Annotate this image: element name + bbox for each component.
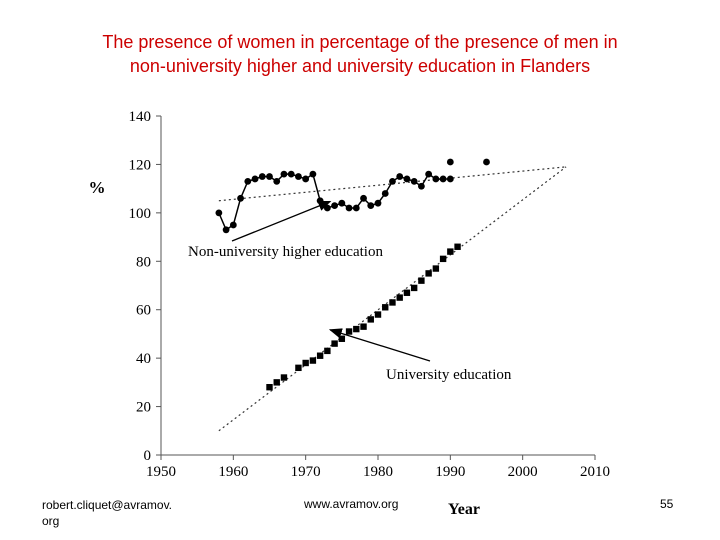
- slide-title-line-2: non-university higher and university edu…: [129, 56, 591, 76]
- trend-line: [218, 166, 567, 202]
- trend-lines: [218, 166, 567, 432]
- data-point: [367, 202, 375, 209]
- y-tick-label: 60: [136, 303, 151, 319]
- data-point: [338, 335, 346, 342]
- data-point: [382, 304, 389, 311]
- annotation-arrow: [231, 200, 332, 242]
- data-point: [403, 175, 411, 183]
- x-tick-label: 2010: [580, 464, 610, 480]
- data-point: [432, 175, 440, 183]
- slide-title: The presence of women in percentage of t…: [20, 30, 700, 78]
- data-point: [295, 173, 302, 180]
- footer-email-line-1: robert.cliquet@avramov.: [42, 498, 173, 512]
- data-point: [280, 374, 288, 381]
- data-point: [287, 170, 295, 178]
- annotation-label: University education: [386, 367, 512, 383]
- data-point: [316, 197, 324, 205]
- data-point: [324, 347, 331, 355]
- data-point: [446, 158, 454, 166]
- x-tick-label: 1970: [291, 464, 321, 480]
- trend-line: [218, 166, 567, 432]
- data-point: [403, 289, 411, 296]
- annotation-arrow: [328, 328, 431, 362]
- data-point: [381, 190, 389, 197]
- annotations: Non-university higher education Universit…: [188, 200, 512, 383]
- data-point: [266, 384, 273, 391]
- data-point: [410, 177, 418, 185]
- data-point: [418, 182, 425, 190]
- data-point: [410, 284, 418, 292]
- data-point: [266, 173, 273, 180]
- y-tick-label: 100: [129, 206, 152, 222]
- annotation-label: Non-university higher education: [188, 244, 383, 260]
- data-point: [389, 177, 396, 185]
- data-point: [360, 194, 367, 202]
- y-tick-label: 40: [136, 351, 151, 367]
- x-tick-label: 1980: [363, 464, 393, 480]
- data-point: [280, 170, 288, 178]
- data-point: [215, 209, 223, 217]
- data-point: [295, 364, 302, 372]
- data-point: [418, 277, 425, 284]
- data-point: [447, 248, 454, 255]
- data-point: [273, 379, 280, 386]
- data-point: [338, 199, 346, 207]
- data-point: [229, 221, 237, 229]
- footer-website: www.avramov.org: [304, 497, 399, 511]
- y-tick-label: 0: [144, 448, 152, 464]
- x-tick-label: 1960: [218, 464, 248, 480]
- x-tick-label: 1990: [435, 464, 465, 480]
- data-point: [273, 177, 281, 185]
- data-point: [345, 328, 353, 335]
- slide-title-line-1: The presence of women in percentage of t…: [102, 32, 618, 52]
- data-point: [367, 316, 374, 323]
- data-point: [316, 352, 324, 359]
- data-point: [331, 340, 338, 347]
- data-point: [331, 202, 338, 209]
- data-point: [454, 243, 461, 250]
- y-tick-label: 20: [136, 400, 151, 416]
- data-point: [352, 204, 360, 212]
- data-series: [215, 158, 490, 391]
- y-tick-label: 120: [129, 157, 152, 173]
- data-point: [302, 359, 309, 367]
- data-point: [374, 311, 382, 318]
- data-point: [345, 204, 353, 212]
- data-point: [237, 194, 244, 202]
- data-point: [353, 325, 360, 333]
- y-axis-label: %: [89, 178, 106, 197]
- data-point: [439, 255, 447, 263]
- data-point: [309, 357, 317, 364]
- data-point: [222, 226, 230, 234]
- footer-email-line-2: org: [42, 514, 60, 528]
- data-point: [323, 204, 331, 212]
- data-point: [446, 175, 454, 183]
- data-point: [360, 323, 367, 330]
- data-point: [396, 173, 404, 180]
- data-point: [309, 170, 317, 178]
- data-point: [396, 294, 403, 301]
- data-point: [244, 177, 252, 185]
- axes: 0 20 40 60 80 100 120 140 1950 1960 1970 1980 1990 20…: [129, 109, 611, 480]
- page-number: 55: [660, 497, 674, 511]
- data-point: [483, 158, 490, 166]
- y-tick-label: 80: [136, 254, 151, 270]
- data-point: [439, 175, 447, 183]
- data-point: [302, 175, 310, 183]
- y-tick-label: 140: [129, 109, 152, 125]
- footer-email: robert.cliquet@avramov. org: [42, 497, 212, 529]
- data-point: [389, 299, 396, 306]
- x-tick-label: 1950: [146, 464, 176, 480]
- data-point: [251, 175, 259, 183]
- data-point: [425, 170, 433, 178]
- data-point: [425, 270, 432, 277]
- data-point: [432, 265, 440, 272]
- data-point: [258, 173, 266, 180]
- x-tick-label: 2000: [508, 464, 538, 480]
- data-point: [374, 199, 382, 207]
- x-axis-label: Year: [448, 501, 480, 518]
